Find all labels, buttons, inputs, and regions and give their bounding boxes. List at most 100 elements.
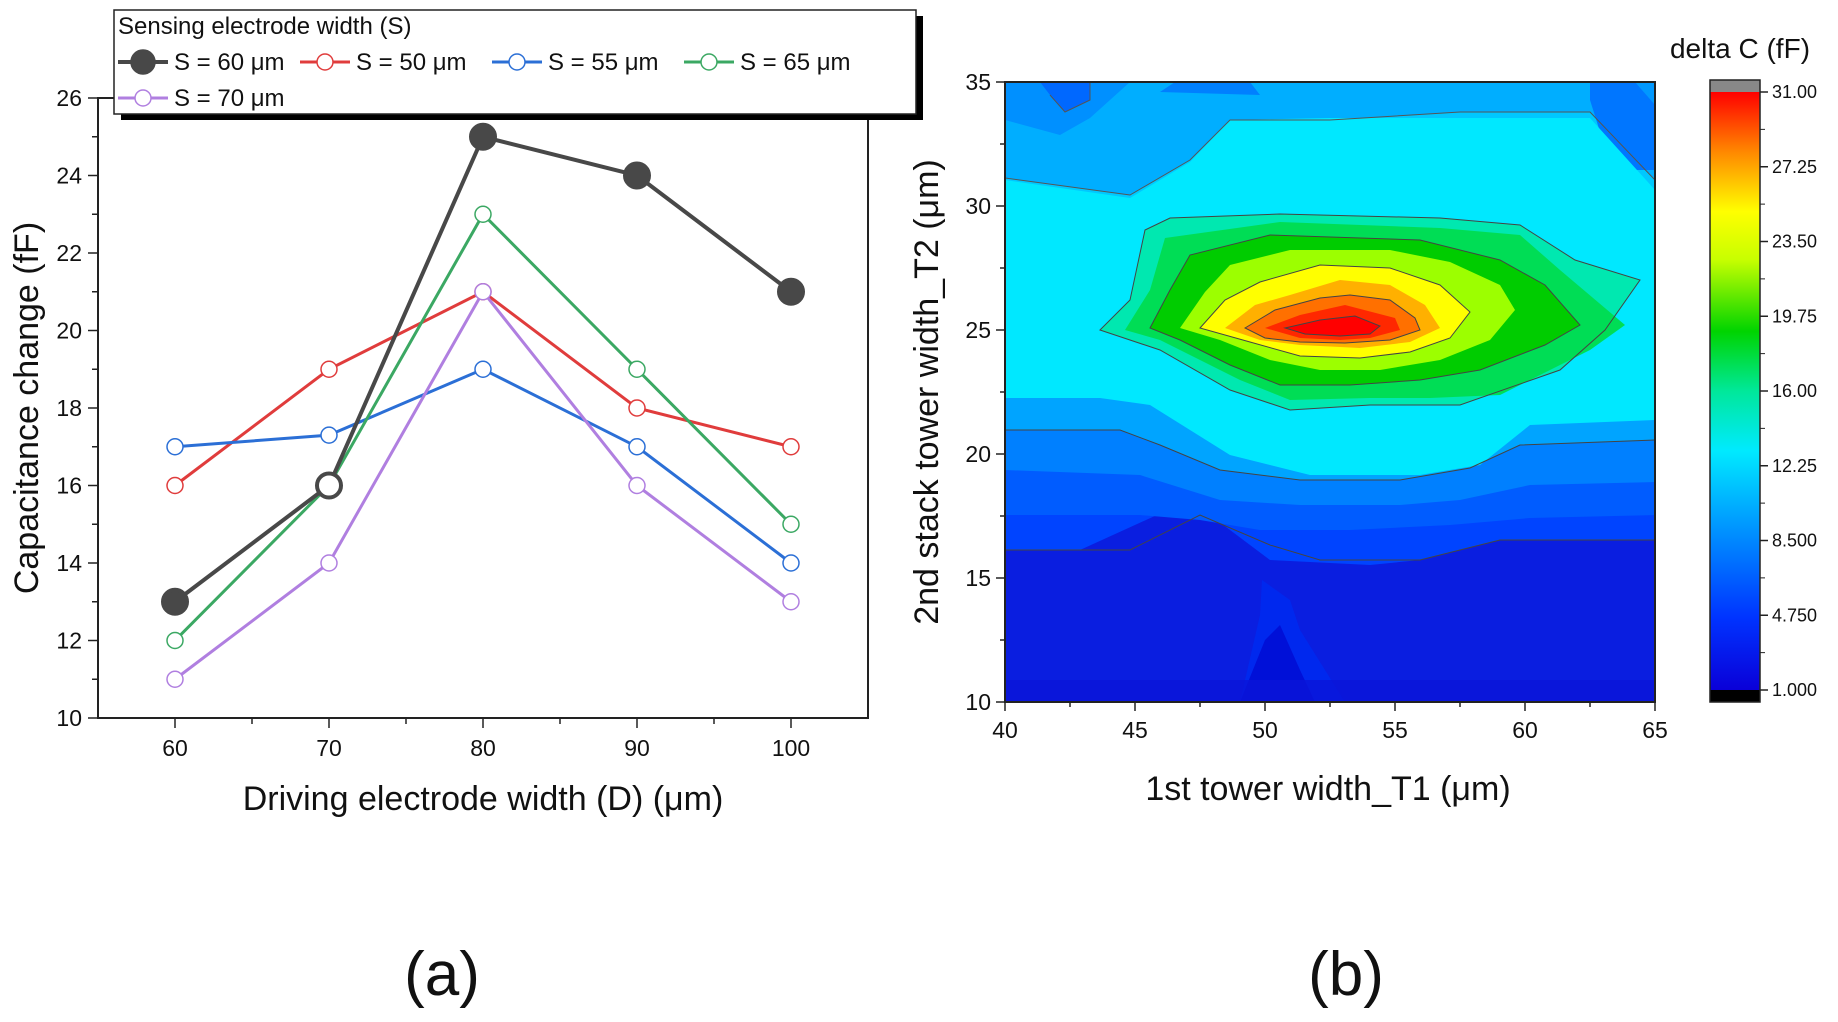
data-point bbox=[782, 593, 800, 611]
series-4 bbox=[166, 283, 800, 688]
colorbar-gradient bbox=[1710, 92, 1760, 690]
contour-fill bbox=[1005, 82, 1655, 702]
series-0 bbox=[161, 122, 805, 616]
data-point bbox=[320, 426, 338, 444]
data-point bbox=[782, 554, 800, 572]
legend-item: S = 55 μm bbox=[492, 49, 659, 76]
data-point bbox=[166, 631, 184, 650]
series-2 bbox=[166, 360, 800, 572]
data-point bbox=[782, 438, 800, 456]
colorbar: 31.00 27.25 23.50 19.75 16.00 12.25 8.500 4.750… bbox=[1670, 33, 1817, 703]
colorbar-tick-label: 12.25 bbox=[1772, 456, 1817, 476]
axis-ticks-a: 60 70 80 90 100 10 12 14 16 18 20 22 24 26 bbox=[56, 85, 810, 761]
x-tick-label-a: 60 bbox=[162, 735, 188, 761]
legend-label: S = 70 μm bbox=[174, 85, 285, 112]
legend-items: S = 60 μm S = 50 μm S = 55 μm S = 65 μm S = … bbox=[118, 49, 851, 112]
colorbar-tick-label: 27.25 bbox=[1772, 157, 1817, 177]
data-point bbox=[320, 554, 338, 572]
x-axis-label-a: Driving electrode width (D) (μm) bbox=[243, 780, 724, 818]
legend-swatch-marker bbox=[130, 49, 156, 75]
series-3 bbox=[166, 205, 800, 650]
legend-swatch-marker bbox=[134, 89, 152, 107]
y-tick-label-b: 25 bbox=[965, 317, 991, 343]
y-tick-label-a: 10 bbox=[56, 705, 82, 731]
data-point bbox=[474, 360, 492, 378]
x-tick-label-a: 70 bbox=[316, 735, 342, 761]
y-tick-label-a: 14 bbox=[56, 550, 82, 576]
legend-item: S = 70 μm bbox=[118, 85, 285, 112]
data-point bbox=[320, 360, 338, 378]
x-tick-label-a: 90 bbox=[624, 735, 650, 761]
y-tick-label-a: 18 bbox=[56, 395, 82, 421]
axis-ticks-b: 40 45 50 55 60 65 10 15 20 25 30 35 bbox=[965, 69, 1667, 743]
x-tick-label-b: 60 bbox=[1512, 717, 1538, 743]
plot-frame-a bbox=[97, 97, 869, 719]
y-tick-label-a: 26 bbox=[56, 85, 82, 111]
data-point bbox=[628, 476, 646, 495]
data-point bbox=[161, 587, 189, 616]
x-tick-label-a: 80 bbox=[470, 735, 496, 761]
data-point bbox=[469, 122, 497, 151]
series-line bbox=[173, 211, 793, 642]
x-tick-label-b: 55 bbox=[1382, 717, 1408, 743]
data-point bbox=[474, 283, 492, 301]
y-tick-label-b: 20 bbox=[965, 441, 991, 467]
data-point bbox=[474, 205, 492, 223]
colorbar-tick-label: 8.500 bbox=[1772, 531, 1817, 551]
y-axis-label-a: Capacitance change (fF) bbox=[8, 222, 46, 594]
series-line bbox=[174, 289, 792, 487]
y-tick-label-a: 12 bbox=[56, 628, 82, 654]
legend-item: S = 50 μm bbox=[300, 49, 467, 76]
x-tick-label-b: 50 bbox=[1252, 717, 1278, 743]
data-point bbox=[623, 161, 651, 190]
legend-swatch-marker bbox=[700, 53, 718, 71]
x-axis-label-b: 1st tower width_T1 (μm) bbox=[1145, 770, 1510, 808]
colorbar-over bbox=[1710, 80, 1760, 94]
colorbar-tick-label: 1.000 bbox=[1772, 680, 1817, 700]
legend-swatch-marker bbox=[316, 53, 334, 71]
data-point bbox=[166, 670, 184, 688]
y-tick-label-a: 16 bbox=[56, 473, 82, 499]
legend-label: S = 65 μm bbox=[740, 49, 851, 76]
colorbar-tick-label: 4.750 bbox=[1772, 605, 1817, 625]
x-tick-label-b: 40 bbox=[992, 717, 1018, 743]
y-tick-label-b: 15 bbox=[965, 565, 991, 591]
data-point bbox=[628, 438, 646, 456]
legend-label: S = 60 μm bbox=[174, 49, 285, 76]
panel-a-line-chart: 60 70 80 90 100 10 12 14 16 18 20 22 24 26 Driving el… bbox=[8, 9, 923, 1009]
data-point bbox=[166, 438, 184, 456]
colorbar-tick-label: 23.50 bbox=[1772, 232, 1817, 252]
y-tick-label-b: 30 bbox=[965, 193, 991, 219]
y-tick-label-b: 35 bbox=[965, 69, 991, 95]
y-tick-label-a: 20 bbox=[56, 318, 82, 344]
data-point bbox=[628, 399, 646, 417]
x-tick-label-b: 45 bbox=[1122, 717, 1148, 743]
y-axis-label-b: 2nd stack tower width_T2 (μm) bbox=[908, 159, 946, 625]
legend-item: S = 65 μm bbox=[684, 49, 851, 76]
colorbar-under bbox=[1710, 690, 1760, 702]
colorbar-tick-label: 31.00 bbox=[1772, 82, 1817, 102]
colorbar-tick-label: 19.75 bbox=[1772, 306, 1817, 326]
data-point bbox=[166, 476, 184, 495]
legend-swatch-marker bbox=[508, 53, 526, 71]
legend-item: S = 60 μm bbox=[118, 49, 285, 76]
colorbar-title: delta C (fF) bbox=[1670, 33, 1810, 64]
series-1 bbox=[166, 283, 800, 495]
x-tick-label-b: 65 bbox=[1642, 717, 1668, 743]
data-point bbox=[315, 471, 343, 500]
panel-b-label: (b) bbox=[1308, 940, 1384, 1009]
legend-label: S = 55 μm bbox=[548, 49, 659, 76]
colorbar-ticks: 31.00 27.25 23.50 19.75 16.00 12.25 8.500 4.750… bbox=[1760, 82, 1817, 700]
y-tick-label-a: 24 bbox=[56, 163, 82, 189]
data-point bbox=[782, 515, 800, 533]
series-layer-a bbox=[161, 122, 805, 688]
panel-b-contour-map: 40 45 50 55 60 65 10 15 20 25 30 35 1st tower width… bbox=[908, 33, 1817, 1009]
legend-label: S = 50 μm bbox=[356, 49, 467, 76]
legend-title: Sensing electrode width (S) bbox=[118, 13, 411, 40]
x-tick-label-a: 100 bbox=[772, 735, 810, 761]
data-point bbox=[628, 360, 646, 378]
data-point bbox=[777, 277, 805, 306]
y-tick-label-b: 10 bbox=[965, 689, 991, 715]
y-tick-label-a: 22 bbox=[56, 240, 82, 266]
